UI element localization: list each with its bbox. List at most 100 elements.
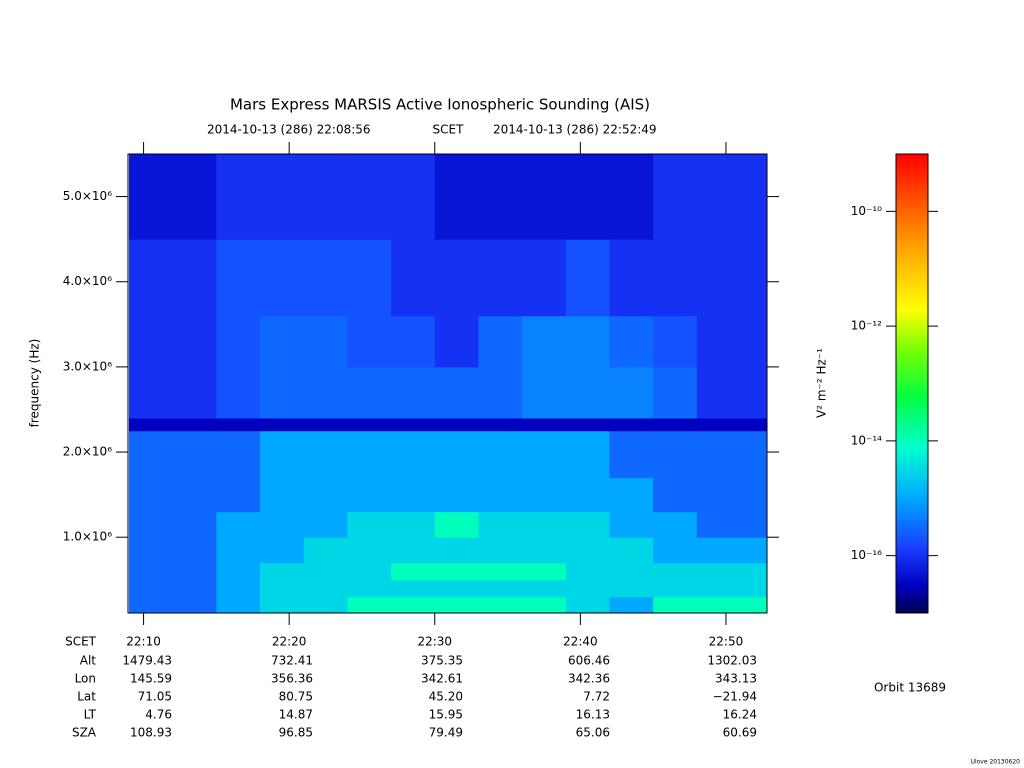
heatmap-cell [478,579,523,598]
heatmap-cell [478,154,523,240]
heatmap-cell [696,537,742,564]
heatmap-cell [653,511,698,538]
heatmap-cell [434,417,479,432]
heatmap-cell [478,477,523,513]
colorbar-tick-label: 10⁻¹⁴ [851,433,882,447]
heatmap-cell [609,430,654,479]
heatmap-cell [216,315,261,368]
heatmap-cell [391,562,436,581]
ephemeris-value: 342.36 [568,672,610,686]
heatmap-cell [609,239,654,317]
x-tick-label: 22:40 [563,635,598,649]
ephemeris-value: 343.13 [715,672,757,686]
heatmap-cell [347,596,392,614]
heatmap-cell [609,579,654,598]
heatmap-cell [260,417,305,432]
heatmap-cell [391,366,436,419]
heatmap-cell [303,239,348,317]
heatmap-cell [391,537,436,564]
heatmap-cell [522,154,567,240]
heatmap-cell [260,562,305,581]
heatmap-cell [653,477,698,513]
heatmap-cell [653,239,698,317]
x-tick-label: 22:10 [126,635,161,649]
heatmap-cell [129,315,174,368]
heatmap-cell [216,239,261,317]
heatmap-cell [740,537,768,564]
heatmap-cell [391,477,436,513]
heatmap-cell [172,430,217,479]
heatmap-cell [216,154,261,240]
plot-frame [127,153,768,614]
ephemeris-value: 108.93 [130,726,172,740]
heatmap-cell [347,579,392,598]
x-tick-label: 22:20 [272,635,307,649]
heatmap-cell [478,562,523,581]
colorbar-label: V² m⁻² Hz⁻¹ [815,348,829,418]
heatmap-cell [478,596,523,614]
heatmap-cell [653,154,698,240]
heatmap-cell [260,511,305,538]
colorbar-tick-label: 10⁻¹⁶ [851,548,882,562]
heatmap-cell [565,417,610,432]
heatmap-cell [653,562,698,581]
heatmap-cell [434,477,479,513]
heatmap-cell [696,579,742,598]
heatmap-cell [434,154,479,240]
heatmap-cell [216,579,261,598]
heatmap-cell [696,562,742,581]
heatmap-cell [740,417,768,432]
heatmap-cell [478,511,523,538]
heatmap-cell [434,366,479,419]
ephemeris-value: 65.06 [576,726,610,740]
ephemeris-value: 1302.03 [707,654,757,668]
heatmap [129,154,768,614]
heatmap-cell [347,562,392,581]
heatmap-cell [522,477,567,513]
ephemeris-value: 16.24 [723,708,757,722]
heatmap-cell [260,430,305,479]
heatmap-cell [129,430,174,479]
heatmap-cell [565,239,610,317]
heatmap-cell [216,562,261,581]
heatmap-cell [391,315,436,368]
x-tick-label: 22:30 [417,635,452,649]
heatmap-cell [303,537,348,564]
heatmap-cell [740,511,768,538]
heatmap-cell [653,430,698,479]
heatmap-cell [609,417,654,432]
heatmap-cell [303,430,348,479]
heatmap-cell [565,511,610,538]
heatmap-cell [609,537,654,564]
heatmap-cell [216,537,261,564]
heatmap-cell [303,366,348,419]
heatmap-cell [129,477,174,513]
heatmap-cell [522,579,567,598]
heatmap-cell [129,417,174,432]
y-tick-label: 3.0×10⁶ [63,359,112,373]
heatmap-cell [653,417,698,432]
heatmap-cell [260,366,305,419]
heatmap-cell [609,477,654,513]
heatmap-cell [478,366,523,419]
heatmap-cell [740,562,768,581]
heatmap-cell [391,579,436,598]
heatmap-cell [565,477,610,513]
heatmap-cell [347,366,392,419]
heatmap-cell [696,417,742,432]
heatmap-cell [653,537,698,564]
heatmap-cell [129,366,174,419]
ephemeris-value: 16.13 [576,708,610,722]
heatmap-cell [740,366,768,419]
ephemeris-label: LT [84,708,97,722]
heatmap-cell [478,430,523,479]
heatmap-cell [216,511,261,538]
heatmap-cell [347,417,392,432]
ephemeris-label: SCET [65,635,97,649]
heatmap-cell [522,511,567,538]
heatmap-cell [565,537,610,564]
ephemeris-value: 7.72 [583,690,610,704]
heatmap-cell [653,315,698,368]
y-tick-label: 4.0×10⁶ [63,274,112,288]
heatmap-cell [216,366,261,419]
